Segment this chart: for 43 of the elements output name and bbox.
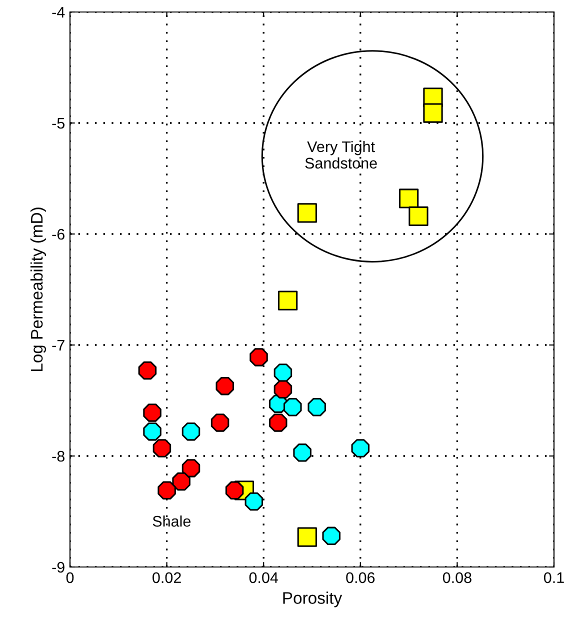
x-tick-label: 0 (66, 572, 74, 584)
y-tick-label: -7 (52, 340, 64, 351)
point (244, 492, 264, 511)
point (308, 398, 326, 416)
point (216, 376, 234, 396)
point (138, 361, 157, 380)
point (284, 398, 302, 416)
point (210, 414, 230, 432)
annotation: Shale (152, 515, 190, 527)
point (293, 444, 312, 462)
x-tick-label: 0.04 (249, 572, 278, 584)
y-tick-label: -8 (52, 450, 64, 462)
annotation: Very Tight Sandstone (305, 140, 377, 169)
point (182, 422, 200, 441)
x-axis-title: Porosity (283, 592, 342, 608)
point (268, 414, 288, 432)
point (143, 404, 162, 422)
point (143, 422, 162, 441)
x-tick-label: 0.06 (346, 572, 375, 584)
point (158, 481, 176, 500)
point (297, 203, 317, 223)
y-tick-label: -5 (52, 118, 64, 129)
y-tick-label: -4 (52, 7, 65, 18)
x-tick-label: 0.1 (544, 572, 564, 584)
point (172, 472, 190, 491)
point (423, 103, 443, 123)
point (250, 348, 268, 366)
y-tick-label: -9 (52, 562, 64, 573)
point (398, 188, 419, 208)
point (408, 206, 428, 226)
point (274, 380, 292, 399)
y-axis-title: Log Permeability (mD) (30, 208, 46, 372)
point (278, 290, 298, 310)
x-tick-label: 0.08 (442, 572, 472, 584)
point (152, 439, 172, 458)
point (322, 526, 340, 546)
y-tick-label: -6 (52, 228, 64, 240)
point (274, 364, 292, 382)
point (351, 439, 370, 458)
x-tick-label: 0.02 (152, 572, 181, 584)
point (182, 459, 200, 478)
point (297, 527, 317, 547)
point (225, 481, 244, 500)
